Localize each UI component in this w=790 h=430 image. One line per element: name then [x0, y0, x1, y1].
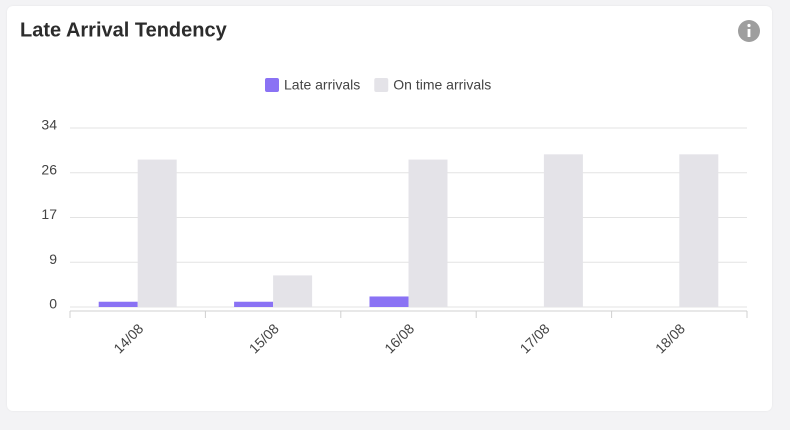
legend: Late arrivals On time arrivals: [265, 77, 491, 93]
x-tick-label: 18/08: [652, 320, 688, 356]
y-tick-label: 0: [49, 296, 57, 312]
x-tick-label: 15/08: [246, 320, 282, 356]
y-tick-label: 17: [41, 206, 57, 222]
bar: [369, 296, 409, 307]
chart-title: Late Arrival Tendency: [20, 19, 228, 41]
legend-label: Late arrivals: [284, 77, 360, 93]
legend-label: On time arrivals: [393, 77, 491, 93]
info-icon[interactable]: [738, 20, 760, 42]
bar: [408, 159, 448, 307]
y-tick-label: 9: [49, 251, 57, 267]
y-tick-label: 34: [41, 117, 57, 133]
bar: [543, 154, 583, 307]
x-tick-label: 16/08: [381, 320, 417, 356]
legend-swatch: [374, 78, 389, 92]
x-tick-label: 17/08: [517, 320, 553, 356]
bar: [137, 159, 177, 307]
card: [7, 6, 772, 411]
bar: [98, 301, 138, 307]
y-tick-label: 26: [41, 161, 57, 177]
bar: [679, 154, 719, 307]
bar: [273, 275, 313, 307]
bar: [234, 301, 274, 307]
legend-swatch: [265, 78, 279, 92]
x-tick-label: 14/08: [110, 320, 146, 356]
